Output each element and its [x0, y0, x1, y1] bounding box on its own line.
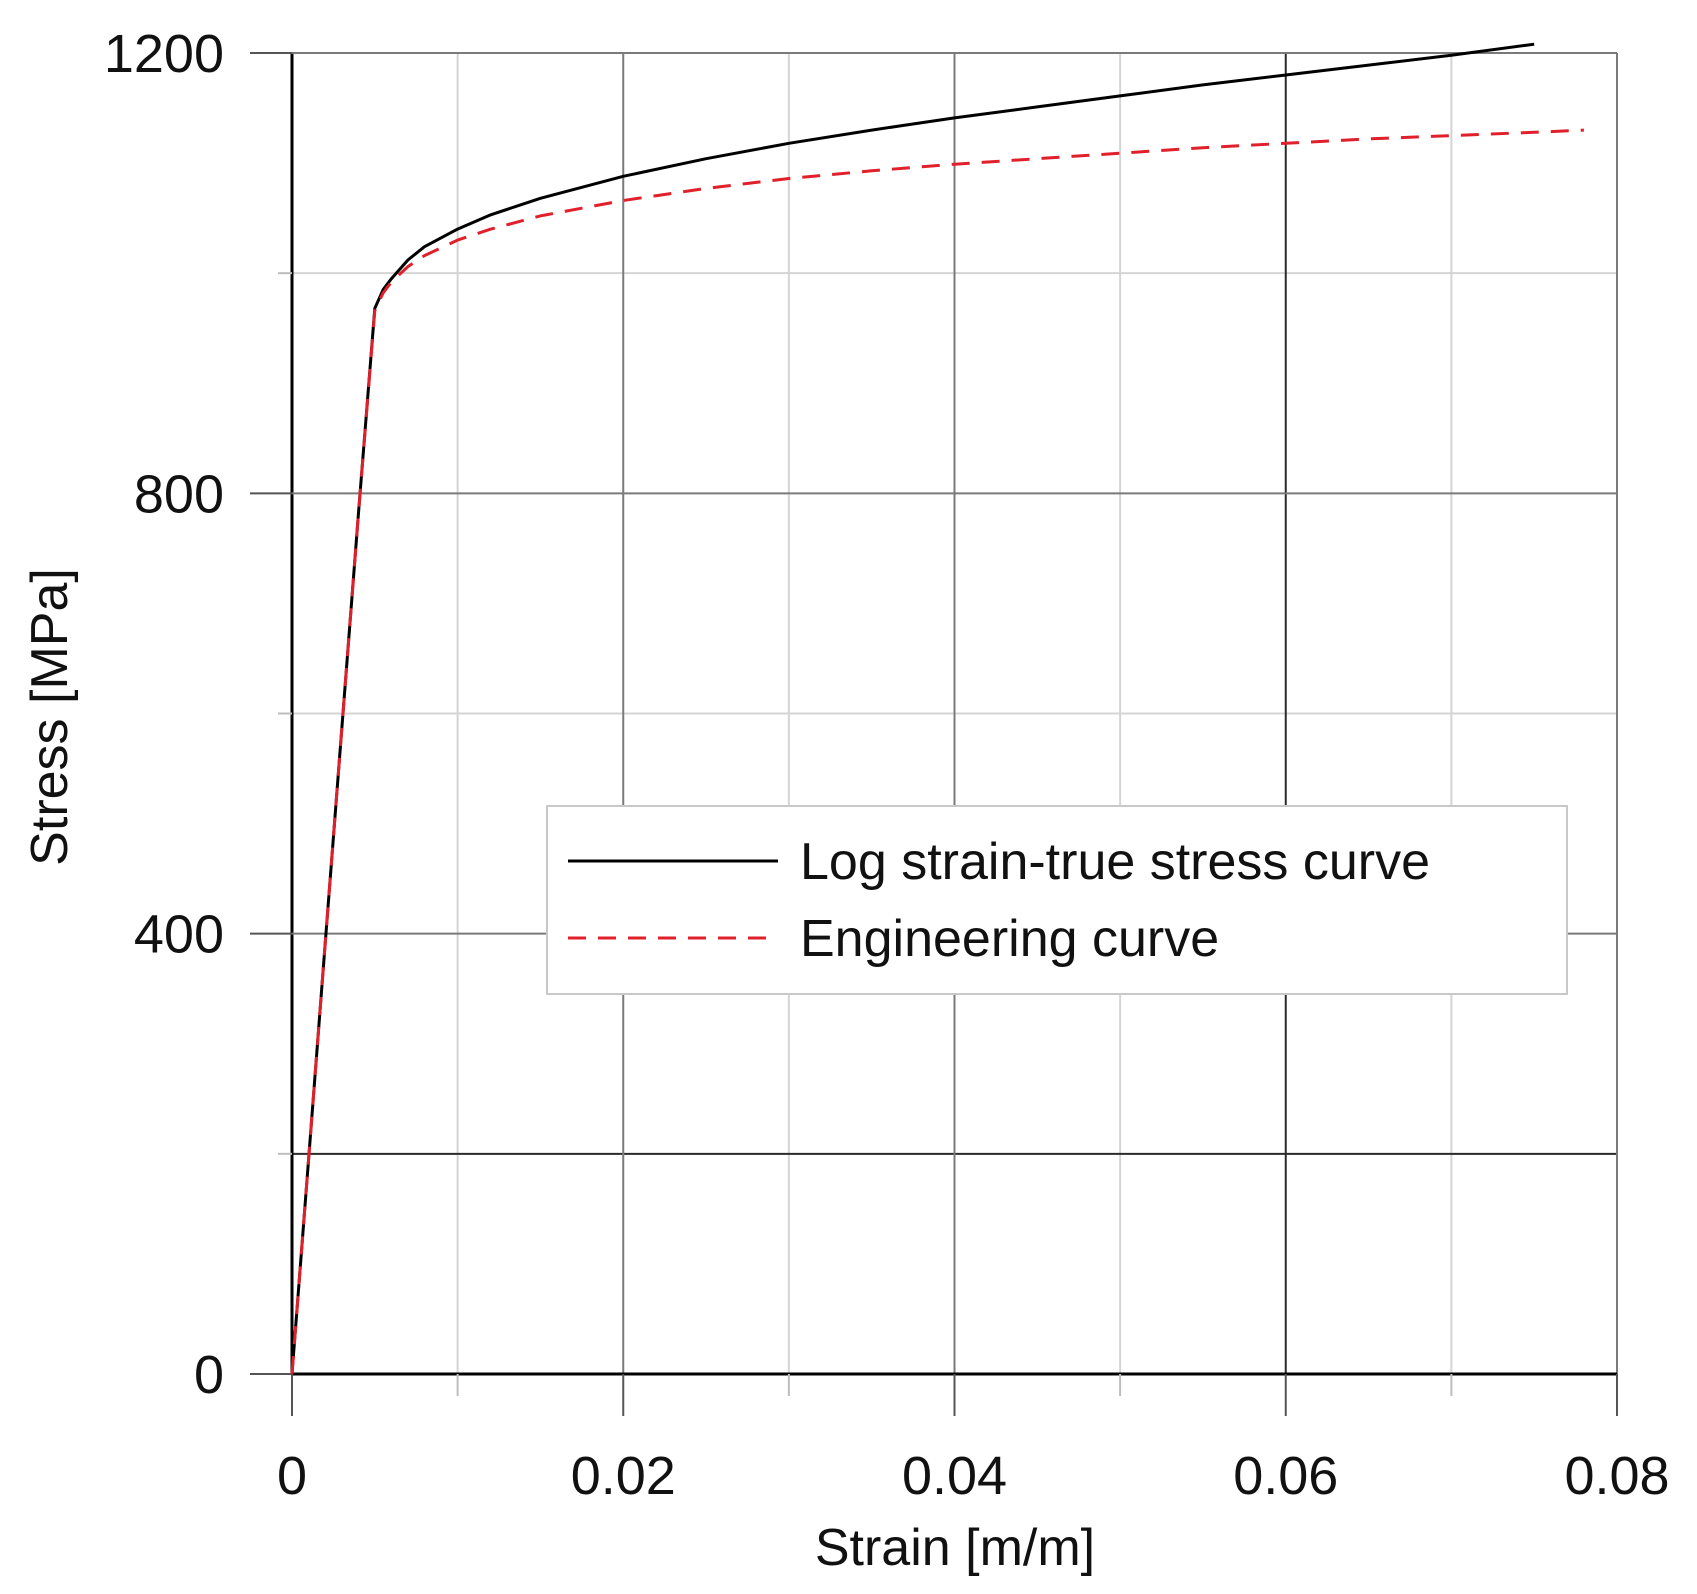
axes [250, 52, 1618, 1416]
y-axis-label: Stress [MPa] [21, 568, 79, 866]
series-group [290, 42, 1584, 1375]
x-tick-label: 0.02 [571, 1446, 676, 1506]
x-tick-label: 0.04 [902, 1446, 1007, 1506]
x-tick-label: 0 [277, 1446, 307, 1506]
x-tick-label: 0.06 [1233, 1446, 1338, 1506]
tick-labels: 0 0.02 0.04 0.06 0.08 0 400 800 1200 [104, 24, 1670, 1506]
legend: Log strain-true stress curve Engineering… [546, 805, 1568, 995]
legend-label-engineering: Engineering curve [800, 910, 1219, 968]
y-tick-label: 800 [134, 464, 224, 524]
x-tick-label: 0.08 [1564, 1446, 1669, 1506]
series-line-engineering [290, 128, 1584, 1375]
legend-box [546, 805, 1568, 995]
y-tick-label: 1200 [104, 24, 224, 84]
y-tick-label: 0 [194, 1345, 224, 1405]
series-line-log-true [290, 42, 1535, 1375]
y-tick-label: 400 [134, 905, 224, 965]
x-axis-label: Strain [m/m] [815, 1519, 1095, 1577]
legend-label-log-true: Log strain-true stress curve [800, 833, 1430, 891]
